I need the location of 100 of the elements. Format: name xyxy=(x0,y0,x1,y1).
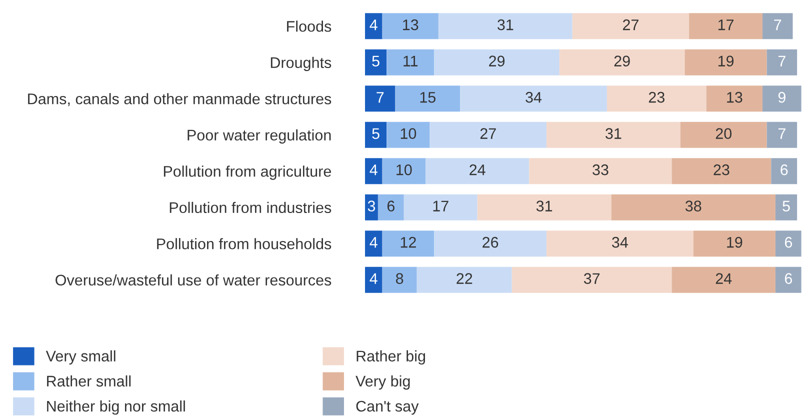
data-label: 31 xyxy=(498,19,514,30)
bar xyxy=(365,86,396,112)
data-label: 23 xyxy=(714,164,730,176)
bar xyxy=(430,122,546,148)
legend-label: Neither big nor small xyxy=(47,400,185,415)
bar xyxy=(693,230,776,257)
bar xyxy=(775,230,802,257)
bar xyxy=(611,194,776,220)
data-label: 22 xyxy=(456,273,472,284)
bar xyxy=(672,158,772,184)
bar xyxy=(425,158,530,184)
data-label: 17 xyxy=(433,200,448,212)
y-tick-label: Poor water regulation xyxy=(188,129,331,144)
data-label: 19 xyxy=(727,236,742,248)
data-label: 7 xyxy=(774,20,782,30)
legend-label: Very big xyxy=(356,375,410,390)
data-label: 5 xyxy=(782,200,790,212)
bar xyxy=(365,13,382,40)
bar xyxy=(386,49,434,76)
data-label: 7 xyxy=(376,92,384,103)
data-label: 31 xyxy=(606,128,622,139)
data-label: 4 xyxy=(370,164,378,176)
data-label: 29 xyxy=(614,56,630,66)
data-label: 20 xyxy=(716,128,732,139)
y-tick-label: Pollution from industries xyxy=(170,202,332,214)
data-label: 23 xyxy=(648,92,664,103)
bar xyxy=(404,194,478,220)
data-label: 6 xyxy=(784,236,792,248)
data-label: 24 xyxy=(716,273,732,284)
data-label: 4 xyxy=(370,273,378,284)
legend-label: Rather big xyxy=(356,350,426,365)
bar xyxy=(766,122,798,148)
data-label: 6 xyxy=(387,200,394,212)
data-label: 13 xyxy=(727,92,742,103)
data-label: 4 xyxy=(370,20,378,30)
data-label: 10 xyxy=(400,128,416,139)
bar xyxy=(762,86,802,112)
bar xyxy=(438,13,572,40)
bar xyxy=(382,158,426,184)
data-label: 33 xyxy=(592,164,608,176)
bar xyxy=(434,49,560,76)
legend-label: Rather small xyxy=(47,375,131,387)
bar xyxy=(529,158,672,184)
bar xyxy=(365,194,378,220)
data-label: 5 xyxy=(372,56,380,66)
data-label: 13 xyxy=(403,19,418,30)
bar xyxy=(672,266,776,293)
data-label: 27 xyxy=(623,19,638,30)
data-label: 19 xyxy=(718,56,734,66)
y-tick-label: Dams, canals and other manmade structures xyxy=(28,93,332,106)
data-label: 26 xyxy=(482,236,498,248)
bar xyxy=(416,266,512,293)
bar xyxy=(762,13,793,40)
bar xyxy=(559,49,685,76)
bar xyxy=(395,86,460,112)
data-label: 8 xyxy=(396,273,404,284)
data-label: 37 xyxy=(584,273,600,284)
bar xyxy=(382,230,434,257)
data-label: 38 xyxy=(685,200,702,212)
data-label: 11 xyxy=(404,56,418,66)
bar xyxy=(546,230,694,257)
data-label: 34 xyxy=(526,92,542,103)
bar xyxy=(365,158,382,184)
data-label: 9 xyxy=(778,92,786,103)
data-label: 10 xyxy=(396,164,412,176)
data-label: 5 xyxy=(372,128,380,139)
data-label: 4 xyxy=(370,237,378,248)
data-label: 7 xyxy=(778,128,786,139)
bar xyxy=(365,122,387,148)
bar xyxy=(460,86,607,112)
bar xyxy=(378,194,404,220)
bar xyxy=(546,122,680,148)
y-tick-label: Droughts xyxy=(270,56,332,72)
bar xyxy=(572,13,690,40)
bar xyxy=(365,49,387,76)
bar xyxy=(775,194,798,220)
data-label: 17 xyxy=(718,20,734,30)
legend-label: Can't say xyxy=(356,400,419,415)
bar xyxy=(775,266,802,293)
data-label: 29 xyxy=(489,56,505,66)
data-label: 27 xyxy=(480,128,496,139)
data-label: 6 xyxy=(784,273,792,284)
y-tick-label: Pollution from agriculture xyxy=(164,166,331,180)
data-label: 31 xyxy=(536,200,552,212)
data-label: 34 xyxy=(612,236,628,248)
data-label: 7 xyxy=(778,56,786,66)
bar xyxy=(771,158,798,184)
bar xyxy=(386,122,430,148)
bar xyxy=(434,230,546,257)
data-label: 12 xyxy=(400,236,416,248)
y-tick-label: Floods xyxy=(287,20,332,32)
bar xyxy=(512,266,672,293)
y-tick-label: Pollution from households xyxy=(157,238,332,250)
bar xyxy=(684,49,767,76)
data-label: 24 xyxy=(470,164,486,176)
bar xyxy=(689,13,763,40)
bar xyxy=(680,122,767,148)
bar xyxy=(365,266,382,293)
bar xyxy=(706,86,763,112)
bar xyxy=(606,86,706,112)
